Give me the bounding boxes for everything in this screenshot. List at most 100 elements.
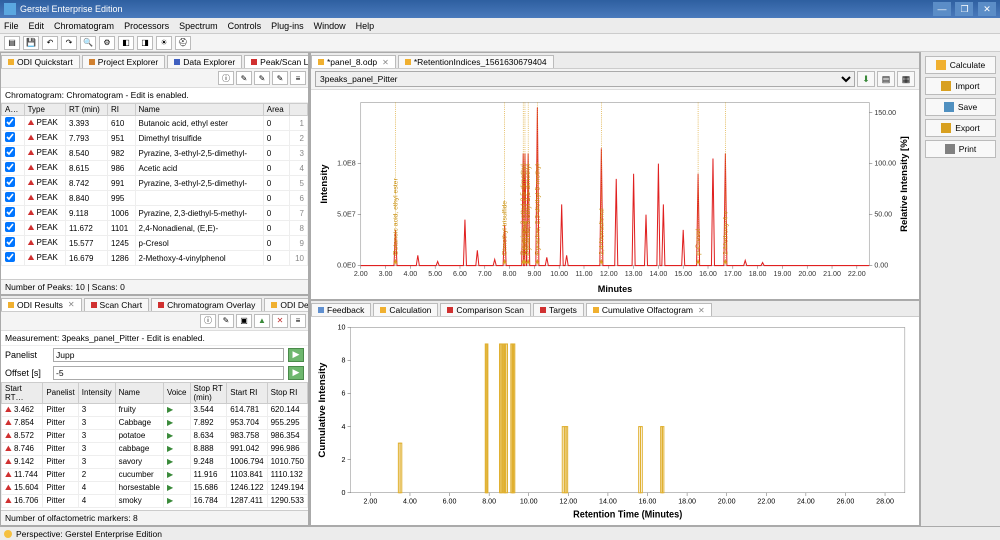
chart-opt1-button[interactable]: ▤ (877, 71, 895, 87)
tab[interactable]: *panel_8.odp✕ (311, 55, 396, 68)
save-button[interactable]: ▣ (236, 314, 252, 328)
close-icon[interactable]: ✕ (698, 306, 705, 315)
tab[interactable]: ODI Description (264, 298, 308, 311)
add-button[interactable]: ▲ (254, 314, 270, 328)
tab[interactable]: ODI Quickstart (1, 55, 80, 68)
table-row[interactable]: ⛰ PEAK8.615986Acetic acid04 (2, 161, 308, 176)
tab[interactable]: Scan Chart (84, 298, 150, 311)
menu-chromatogram[interactable]: Chromatogram (54, 21, 114, 31)
menu-button[interactable]: ≡ (290, 71, 306, 85)
toolbar-btn-search[interactable]: 🔍 (80, 36, 96, 50)
table-row[interactable]: ⛰ PEAK8.742991Pyrazine, 3-ethyl-2,5-dime… (2, 176, 308, 191)
tab[interactable]: Peak/Scan List✕ (244, 55, 308, 68)
toolbar-btn-save[interactable]: 💾 (23, 36, 39, 50)
menu-processors[interactable]: Processors (124, 21, 169, 31)
table-row[interactable]: ⛰ PEAK7.793951Dimethyl trisulfide02 (2, 131, 308, 146)
delete-button[interactable]: ✕ (272, 314, 288, 328)
voice-icon[interactable]: ▶ (167, 496, 173, 505)
chromatogram-select[interactable]: 3peaks_panel_Pitter (315, 71, 855, 87)
menu-controls[interactable]: Controls (228, 21, 262, 31)
row-checkbox[interactable] (5, 132, 15, 142)
import-button[interactable]: Import (925, 77, 996, 95)
save-button[interactable]: Save (925, 98, 996, 116)
voice-icon[interactable]: ▶ (167, 418, 173, 427)
minimize-button[interactable]: — (933, 2, 951, 16)
info-button[interactable]: ⓘ (218, 71, 234, 85)
tab[interactable]: Data Explorer (167, 55, 242, 68)
table-row[interactable]: ⛰ PEAK11.67211012,4-Nonadienal, (E,E)-08 (2, 221, 308, 236)
table-row[interactable]: ⛰ PEAK3.393610Butanoic acid, ethyl ester… (2, 116, 308, 131)
menu-spectrum[interactable]: Spectrum (179, 21, 218, 31)
edit-button[interactable]: ✎ (218, 314, 234, 328)
row-checkbox[interactable] (5, 117, 15, 127)
close-button[interactable]: ✕ (978, 2, 996, 16)
row-checkbox[interactable] (5, 192, 15, 202)
voice-icon[interactable]: ▶ (167, 470, 173, 479)
row-checkbox[interactable] (5, 237, 15, 247)
panelist-input[interactable] (53, 348, 284, 362)
edit2-button[interactable]: ✎ (254, 71, 270, 85)
info-button[interactable]: ⓘ (200, 314, 216, 328)
peak-table[interactable]: A…TypeRT (min)RINameArea⛰ PEAK3.393610Bu… (1, 103, 308, 266)
toolbar-btn-undo[interactable]: ↶ (42, 36, 58, 50)
toolbar-btn-new[interactable]: ▤ (4, 36, 20, 50)
voice-icon[interactable]: ▶ (167, 405, 173, 414)
menu-help[interactable]: Help (356, 21, 375, 31)
table-row[interactable]: ⛰ 16.706Pitter4smoky▶16.7841287.4111290.… (2, 494, 308, 507)
toolbar-btn-redo[interactable]: ↷ (61, 36, 77, 50)
table-row[interactable]: ⛰ 15.604Pitter4horsestable▶15.6861246.12… (2, 481, 308, 494)
table-row[interactable]: ⛰ 11.744Pitter2cucumber▶11.9161103.84111… (2, 468, 308, 481)
export-button[interactable]: Export (925, 119, 996, 137)
print-button[interactable]: Print (925, 140, 996, 158)
toolbar-btn-settings[interactable]: ⚙ (99, 36, 115, 50)
chart-prev-button[interactable]: ⬇ (857, 71, 875, 87)
offset-input[interactable] (53, 366, 284, 380)
voice-icon[interactable]: ▶ (167, 444, 173, 453)
olfactogram-chart[interactable]: 2.004.006.008.0010.0012.0014.0016.0018.0… (311, 317, 919, 525)
menu-plug-ins[interactable]: Plug-ins (271, 21, 304, 31)
row-checkbox[interactable] (5, 177, 15, 187)
tab[interactable]: Cumulative Olfactogram✕ (586, 303, 712, 316)
table-row[interactable]: ⛰ PEAK15.5771245p-Cresol09 (2, 236, 308, 251)
toolbar-btn-person[interactable]: ⛑ (175, 36, 191, 50)
voice-icon[interactable]: ▶ (167, 483, 173, 492)
chart-opt2-button[interactable]: ▦ (897, 71, 915, 87)
maximize-button[interactable]: ❐ (955, 2, 973, 16)
voice-icon[interactable]: ▶ (167, 457, 173, 466)
toolbar-btn-1[interactable]: ◧ (118, 36, 134, 50)
table-row[interactable]: ⛰ 8.746Pitter3cabbage▶8.888991.042996.98… (2, 442, 308, 455)
tab[interactable]: *RetentionIndices_1561630679404 (398, 55, 554, 68)
row-checkbox[interactable] (5, 147, 15, 157)
menu-edit[interactable]: Edit (29, 21, 45, 31)
calculate-button[interactable]: Calculate (925, 56, 996, 74)
table-row[interactable]: ⛰ 3.462Pitter3fruity▶3.544614.781620.144 (2, 403, 308, 416)
table-row[interactable]: ⛰ 8.572Pitter3potatoe▶8.634983.758986.35… (2, 429, 308, 442)
table-row[interactable]: ⛰ 7.854Pitter3Cabbage▶7.892953.704955.29… (2, 416, 308, 429)
toolbar-btn-2[interactable]: ◨ (137, 36, 153, 50)
close-icon[interactable]: ✕ (382, 58, 389, 67)
tab[interactable]: Feedback (311, 303, 371, 316)
menu-button[interactable]: ≡ (290, 314, 306, 328)
row-checkbox[interactable] (5, 207, 15, 217)
row-checkbox[interactable] (5, 222, 15, 232)
edit3-button[interactable]: ✎ (272, 71, 288, 85)
edit-button[interactable]: ✎ (236, 71, 252, 85)
chromatogram-chart[interactable]: 2.003.004.005.006.007.008.009.0010.0011.… (311, 90, 919, 299)
tab[interactable]: Project Explorer (82, 55, 165, 68)
odi-table[interactable]: Start RT…PanelistIntensityNameVoiceStop … (1, 382, 308, 508)
offset-go-button[interactable]: ▶ (288, 366, 304, 380)
close-icon[interactable]: ✕ (68, 300, 75, 309)
table-row[interactable]: ⛰ PEAK8.84099506 (2, 191, 308, 206)
table-row[interactable]: ⛰ PEAK8.540982Pyrazine, 3-ethyl-2,5-dime… (2, 146, 308, 161)
tab[interactable]: Targets (533, 303, 584, 316)
menu-file[interactable]: File (4, 21, 19, 31)
tab[interactable]: ODI Results✕ (1, 298, 82, 311)
voice-icon[interactable]: ▶ (167, 431, 173, 440)
toolbar-btn-sun[interactable]: ☀ (156, 36, 172, 50)
row-checkbox[interactable] (5, 162, 15, 172)
row-checkbox[interactable] (5, 252, 15, 262)
panelist-go-button[interactable]: ▶ (288, 348, 304, 362)
table-row[interactable]: ⛰ PEAK9.1181006Pyrazine, 2,3-diethyl-5-m… (2, 206, 308, 221)
table-row[interactable]: ⛰ PEAK16.67912862-Methoxy-4-vinylphenol0… (2, 251, 308, 266)
tab[interactable]: Chromatogram Overlay (151, 298, 262, 311)
